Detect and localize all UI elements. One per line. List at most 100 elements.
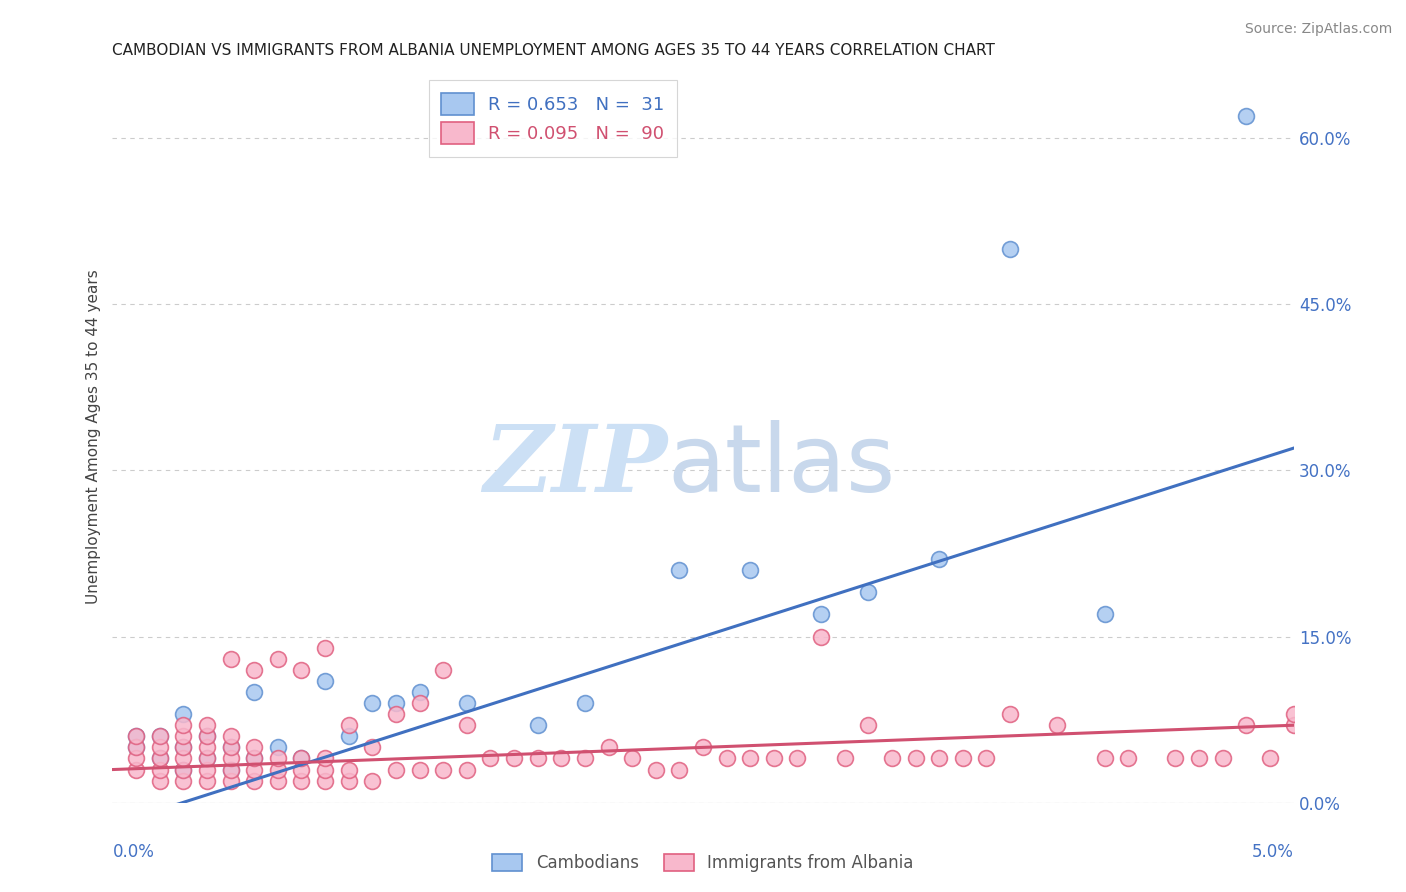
Point [149,751,172,765]
Point [976,751,998,765]
Point [762,751,785,765]
Text: ZIP: ZIP [484,421,668,511]
Point [1212,751,1234,765]
Point [195,751,218,765]
Point [243,773,266,788]
Point [503,751,526,765]
Point [219,773,242,788]
Point [125,740,148,755]
Point [219,651,242,665]
Point [149,729,172,743]
Point [219,763,242,777]
Point [125,740,148,755]
Point [172,773,194,788]
Point [1094,607,1116,622]
Point [172,740,194,755]
Point [172,763,194,777]
Point [998,242,1021,256]
Point [195,751,218,765]
Point [668,763,690,777]
Point [904,751,927,765]
Point [243,763,266,777]
Point [1258,751,1281,765]
Text: CAMBODIAN VS IMMIGRANTS FROM ALBANIA UNEMPLOYMENT AMONG AGES 35 TO 44 YEARS CORR: CAMBODIAN VS IMMIGRANTS FROM ALBANIA UNE… [112,43,995,58]
Point [125,763,148,777]
Point [550,751,572,765]
Point [195,763,218,777]
Point [195,718,218,732]
Point [219,740,242,755]
Point [479,751,502,765]
Point [125,751,148,765]
Point [290,663,312,677]
Point [810,630,832,644]
Point [598,740,620,755]
Point [928,751,950,765]
Point [125,729,148,743]
Point [243,751,266,765]
Point [172,740,194,755]
Point [786,751,808,765]
Point [267,651,290,665]
Point [432,763,454,777]
Point [644,763,666,777]
Point [172,751,194,765]
Point [1116,751,1139,765]
Point [1188,751,1211,765]
Point [125,729,148,743]
Point [408,696,430,710]
Point [243,685,266,699]
Point [361,740,384,755]
Text: atlas: atlas [668,420,896,512]
Point [267,763,290,777]
Point [385,707,408,722]
Legend: Cambodians, Immigrants from Albania: Cambodians, Immigrants from Albania [486,847,920,879]
Point [858,718,880,732]
Point [858,585,880,599]
Point [290,751,312,765]
Point [267,773,290,788]
Point [928,552,950,566]
Point [1282,707,1305,722]
Point [243,740,266,755]
Point [1046,718,1069,732]
Point [243,751,266,765]
Point [314,640,336,655]
Point [621,751,644,765]
Point [267,751,290,765]
Point [337,773,360,788]
Point [1282,718,1305,732]
Point [716,751,738,765]
Point [172,729,194,743]
Point [314,673,336,688]
Point [195,740,218,755]
Point [432,663,454,677]
Point [810,607,832,622]
Point [456,763,478,777]
Point [219,740,242,755]
Point [149,751,172,765]
Point [149,729,172,743]
Point [1234,109,1257,123]
Point [668,563,690,577]
Point [456,718,478,732]
Point [290,773,312,788]
Point [880,751,903,765]
Point [149,763,172,777]
Point [219,729,242,743]
Point [408,763,430,777]
Point [314,763,336,777]
Point [149,773,172,788]
Point [361,696,384,710]
Point [195,729,218,743]
Point [834,751,856,765]
Point [337,763,360,777]
Point [574,751,596,765]
Y-axis label: Unemployment Among Ages 35 to 44 years: Unemployment Among Ages 35 to 44 years [86,269,101,605]
Point [998,707,1021,722]
Point [172,763,194,777]
Point [314,751,336,765]
Point [172,707,194,722]
Point [952,751,974,765]
Point [526,718,548,732]
